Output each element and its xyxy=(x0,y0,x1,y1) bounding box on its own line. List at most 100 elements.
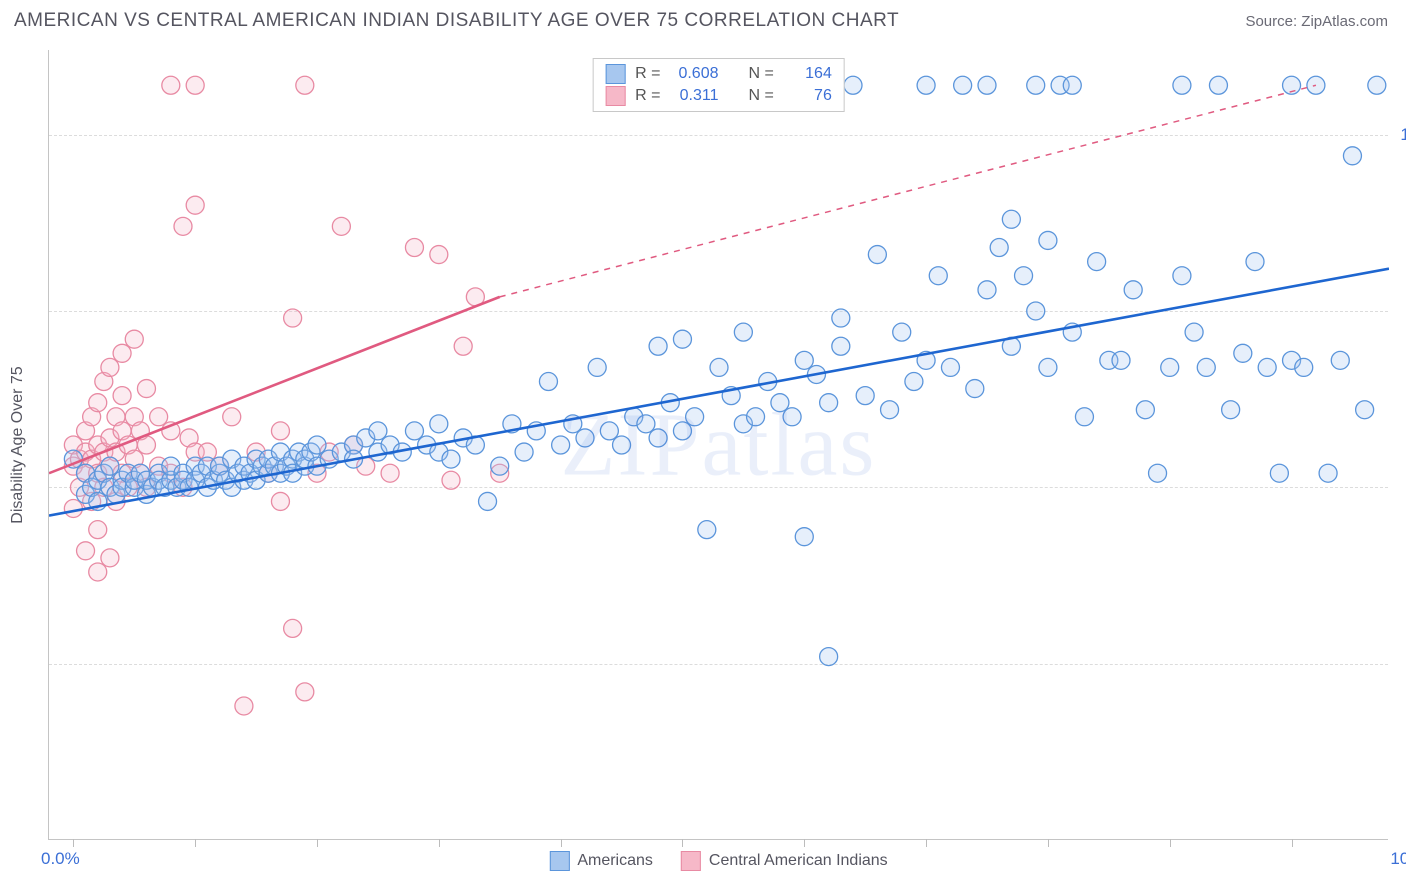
data-point xyxy=(405,239,423,257)
data-point xyxy=(125,330,143,348)
data-point xyxy=(162,76,180,94)
data-point xyxy=(113,344,131,362)
data-point xyxy=(1027,76,1045,94)
data-point xyxy=(1088,253,1106,271)
data-point xyxy=(515,443,533,461)
x-tick xyxy=(73,839,74,847)
x-tick xyxy=(317,839,318,847)
data-point xyxy=(491,457,509,475)
data-point xyxy=(990,239,1008,257)
x-tick xyxy=(1048,839,1049,847)
data-point xyxy=(381,464,399,482)
data-point xyxy=(905,373,923,391)
data-point xyxy=(1319,464,1337,482)
data-point xyxy=(1015,267,1033,285)
r-value-cai: 0.311 xyxy=(671,87,719,105)
data-point xyxy=(284,619,302,637)
data-point xyxy=(1185,323,1203,341)
data-point xyxy=(101,457,119,475)
legend-item-cai: Central American Indians xyxy=(681,851,888,871)
data-point xyxy=(101,549,119,567)
data-point xyxy=(186,196,204,214)
swatch-cai xyxy=(605,86,625,106)
data-point xyxy=(588,358,606,376)
data-point xyxy=(710,358,728,376)
data-point xyxy=(734,323,752,341)
data-point xyxy=(64,499,82,517)
plot-container: Disability Age Over 75 25.0%50.0%75.0%10… xyxy=(48,50,1388,840)
data-point xyxy=(271,422,289,440)
data-point xyxy=(454,337,472,355)
legend-label-cai: Central American Indians xyxy=(709,852,888,870)
data-point xyxy=(89,563,107,581)
data-point xyxy=(673,422,691,440)
data-point xyxy=(576,429,594,447)
data-point xyxy=(893,323,911,341)
x-tick xyxy=(439,839,440,847)
y-axis-label: Disability Age Over 75 xyxy=(9,366,27,523)
x-axis-label-100: 100.0% xyxy=(1390,849,1406,869)
data-point xyxy=(1039,231,1057,249)
data-point xyxy=(820,648,838,666)
x-tick xyxy=(1170,839,1171,847)
data-point xyxy=(844,76,862,94)
data-point xyxy=(186,76,204,94)
data-point xyxy=(1331,351,1349,369)
n-value-cai: 76 xyxy=(784,87,832,105)
data-point xyxy=(771,394,789,412)
data-point xyxy=(1173,76,1191,94)
data-point xyxy=(1161,358,1179,376)
data-point xyxy=(1173,267,1191,285)
data-point xyxy=(271,492,289,510)
data-point xyxy=(978,281,996,299)
y-tick-label: 75.0% xyxy=(1398,301,1406,321)
x-tick xyxy=(804,839,805,847)
data-point xyxy=(77,542,95,560)
y-tick-label: 25.0% xyxy=(1398,654,1406,674)
stats-row-cai: R = 0.311 N = 76 xyxy=(605,85,832,107)
data-point xyxy=(978,76,996,94)
stats-row-americans: R = 0.608 N = 164 xyxy=(605,63,832,85)
data-point xyxy=(1063,76,1081,94)
data-point xyxy=(1209,76,1227,94)
data-point xyxy=(101,358,119,376)
data-point xyxy=(1136,401,1154,419)
data-point xyxy=(783,408,801,426)
data-point xyxy=(795,528,813,546)
legend-swatch-americans xyxy=(549,851,569,871)
data-point xyxy=(284,309,302,327)
data-point xyxy=(917,76,935,94)
stats-legend: R = 0.608 N = 164 R = 0.311 N = 76 xyxy=(592,58,845,112)
data-point xyxy=(856,387,874,405)
x-tick xyxy=(1292,839,1293,847)
data-point xyxy=(442,471,460,489)
data-point xyxy=(332,217,350,235)
data-point xyxy=(1112,351,1130,369)
data-point xyxy=(954,76,972,94)
data-point xyxy=(174,217,192,235)
y-tick-label: 50.0% xyxy=(1398,477,1406,497)
data-point xyxy=(223,408,241,426)
x-tick xyxy=(682,839,683,847)
data-point xyxy=(1258,358,1276,376)
y-tick-label: 100.0% xyxy=(1398,125,1406,145)
source-attribution: Source: ZipAtlas.com xyxy=(1245,13,1388,30)
data-point xyxy=(296,76,314,94)
data-point xyxy=(1270,464,1288,482)
data-point xyxy=(1197,358,1215,376)
plot-area: 25.0%50.0%75.0%100.0% ZIPatlas R = 0.608… xyxy=(48,50,1388,840)
data-point xyxy=(89,394,107,412)
data-point xyxy=(832,309,850,327)
data-point xyxy=(235,697,253,715)
x-axis-label-0: 0.0% xyxy=(41,849,80,869)
data-point xyxy=(1246,253,1264,271)
data-point xyxy=(442,450,460,468)
data-point xyxy=(150,408,168,426)
data-point xyxy=(1149,464,1167,482)
data-point xyxy=(296,683,314,701)
data-point xyxy=(113,387,131,405)
data-point xyxy=(89,521,107,539)
data-point xyxy=(649,337,667,355)
r-label: R = xyxy=(635,65,660,83)
data-point xyxy=(1124,281,1142,299)
